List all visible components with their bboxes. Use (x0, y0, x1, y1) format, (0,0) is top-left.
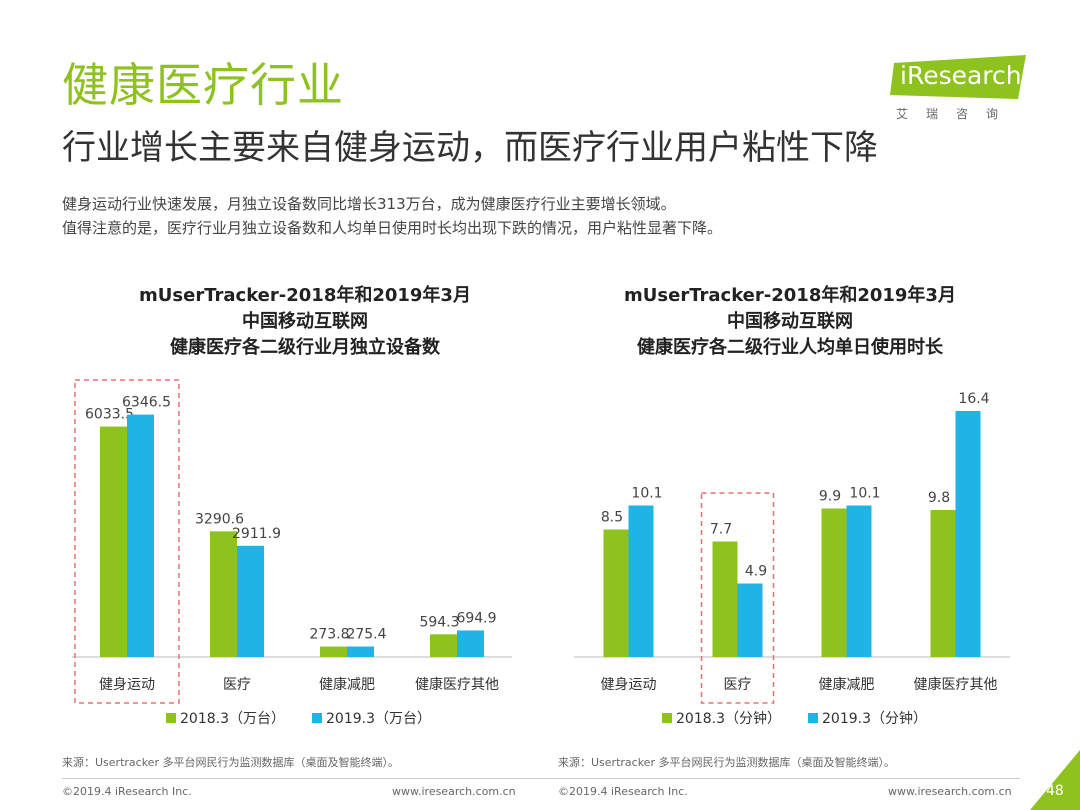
chart2-legend-swatch-0 (662, 713, 672, 723)
chart2-category-label-3: 健康医疗其他 (914, 676, 998, 693)
description-line-1: 健身运动行业快速发展，月独立设备数同比增长313万台，成为健康医疗行业主要增长领… (62, 195, 676, 213)
chart1-title-line-2: 中国移动互联网 (242, 311, 368, 332)
chart2-value-label-2019-1: 4.9 (745, 564, 767, 580)
chart1-value-label-2018-0: 6033.5 (85, 407, 134, 423)
footer-divider (62, 778, 1020, 779)
chart2-bar-2018-1 (712, 541, 738, 657)
chart1-value-label-2018-2: 273.8 (309, 627, 349, 643)
chart2-category-label-2: 健康减肥 (819, 676, 875, 693)
chart2-legend-label-0: 2018.3（分钟） (676, 710, 781, 727)
chart1-bar-2018-0 (100, 426, 127, 657)
page-title: 健康医疗行业 (62, 58, 344, 112)
chart2-category-label-0: 健身运动 (601, 677, 657, 693)
chart2-category-label-1: 医疗 (724, 677, 752, 693)
chart2-bar-2018-2 (821, 508, 847, 657)
chart1-highlight-box (74, 379, 180, 704)
description-line-2: 值得注意的是，医疗行业月独立设备数和人均单日使用时长均出现下跌的情况，用户粘性显… (62, 219, 723, 237)
chart2-bar-2019-2 (846, 505, 872, 657)
chart2-value-label-2018-2: 9.9 (819, 489, 841, 505)
chart1-bar-2018-2 (320, 646, 347, 657)
chart1-source: 来源：Usertracker 多平台网民行为监测数据库（桌面及智能终端）。 (62, 756, 399, 769)
chart1-bar-2019-1 (237, 545, 264, 657)
chart2-value-label-2019-0: 10.1 (631, 486, 662, 502)
chart2-value-label-2018-0: 8.5 (601, 510, 623, 526)
chart2-bar-2019-3 (955, 411, 981, 657)
chart2-title-line-2: 中国移动互联网 (727, 311, 853, 332)
chart1-bar-2018-3 (430, 634, 457, 657)
chart1-value-label-2018-1: 3290.6 (195, 511, 244, 527)
chart2-bar-2019-0 (628, 505, 654, 657)
chart2-bar-chart: 8.5 10.1 健身运动 7.7 4.9 医疗 9.9 10.1 健康减肥 9.8 16.4 健康医… (574, 391, 1010, 727)
chart1-bar-2019-2 (347, 646, 374, 657)
chart1-bar-2018-1 (210, 531, 237, 657)
chart1-category-label-2: 健康减肥 (319, 676, 375, 693)
chart1-category-label-1: 医疗 (223, 677, 251, 693)
chart1-title-line-3: 健康医疗各二级行业月独立设备数 (170, 337, 440, 358)
chart1-bar-2019-0 (127, 414, 154, 657)
chart1-bar-2019-3 (457, 630, 484, 657)
chart1-legend-label-1: 2019.3（万台） (326, 711, 431, 727)
chart2-bar-2018-0 (603, 529, 629, 657)
footer-url-left: www.iresearch.com.cn (392, 785, 516, 798)
footer-url-right: www.iresearch.com.cn (888, 785, 1012, 798)
chart2-source: 来源：Usertracker 多平台网民行为监测数据库（桌面及智能终端）。 (558, 756, 895, 769)
chart2-title-line-1: mUserTracker-2018年和2019年3月 (624, 285, 956, 306)
chart2-legend-swatch-1 (808, 713, 818, 723)
chart2-value-label-2019-3: 16.4 (958, 391, 989, 407)
logo-subtext: 艾瑞咨询 (896, 107, 1017, 121)
footer-copyright-left: ©2019.4 iResearch Inc. (62, 785, 192, 798)
chart1-category-label-3: 健康医疗其他 (415, 676, 499, 693)
chart2-title: mUserTracker-2018年和2019年3月 中国移动互联网 健康医疗各… (555, 283, 1025, 361)
chart2-bar-2019-1 (737, 583, 763, 657)
chart2-bar-2018-3 (930, 510, 956, 657)
chart1-title-line-1: mUserTracker-2018年和2019年3月 (139, 285, 471, 306)
chart1-legend-swatch-1 (312, 713, 322, 723)
chart2-legend-label-1: 2019.3（分钟） (822, 710, 927, 727)
chart1-legend-swatch-0 (166, 713, 176, 723)
chart1-legend-label-0: 2018.3（万台） (180, 711, 285, 727)
page-corner-icon (1030, 750, 1080, 810)
page-subtitle: 行业增长主要来自健身运动，而医疗行业用户粘性下降 (62, 128, 878, 168)
chart2-value-label-2018-3: 9.8 (928, 490, 950, 506)
logo-banner-icon (890, 55, 1026, 99)
description: 健身运动行业快速发展，月独立设备数同比增长313万台，成为健康医疗行业主要增长领… (62, 192, 722, 240)
chart2-title-line-3: 健康医疗各二级行业人均单日使用时长 (637, 337, 943, 358)
chart1-value-label-2019-2: 275.4 (346, 626, 386, 642)
chart2-value-label-2019-2: 10.1 (849, 486, 880, 502)
chart2-highlight-box (700, 492, 775, 704)
logo-text: iResearch (900, 61, 1022, 90)
page-number: 48 (1046, 783, 1064, 799)
chart2-value-label-2018-1: 7.7 (710, 522, 732, 538)
chart1-value-label-2019-0: 6346.5 (122, 395, 171, 411)
chart1-value-label-2019-1: 2911.9 (232, 526, 281, 542)
footer-copyright-right: ©2019.4 iResearch Inc. (558, 785, 688, 798)
chart1-category-label-0: 健身运动 (99, 677, 155, 693)
chart1-title: mUserTracker-2018年和2019年3月 中国移动互联网 健康医疗各… (70, 283, 540, 361)
iresearch-logo: iResearch 艾瑞咨询 (890, 55, 1030, 130)
chart1-value-label-2018-3: 594.3 (419, 614, 459, 630)
chart1-value-label-2019-3: 694.9 (456, 610, 496, 626)
